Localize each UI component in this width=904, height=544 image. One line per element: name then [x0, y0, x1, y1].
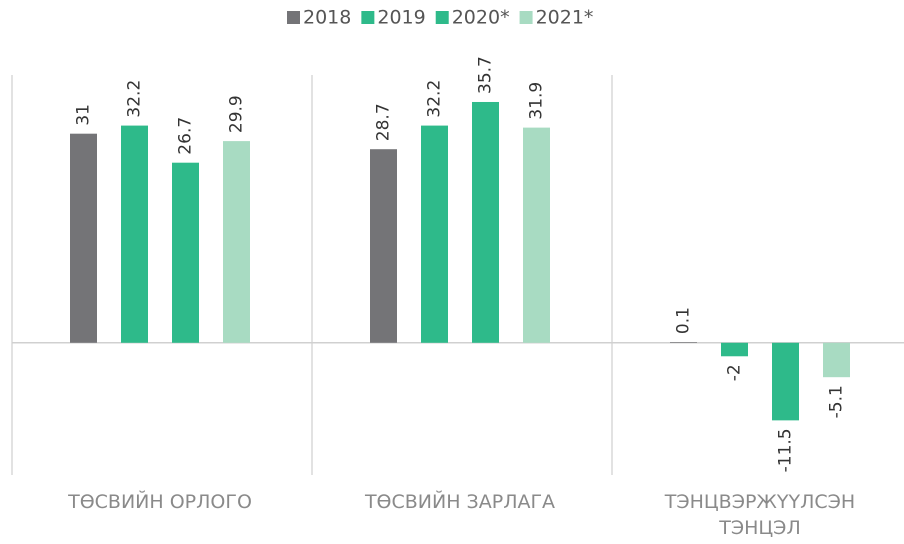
value-label: 35.7 [476, 56, 496, 94]
bar [823, 342, 850, 378]
bar [721, 342, 748, 357]
legend-swatch [435, 11, 449, 24]
bar [670, 342, 697, 343]
value-label: 29.9 [227, 95, 247, 133]
legend-swatch [287, 11, 300, 24]
bar [772, 342, 799, 421]
bar [70, 133, 97, 343]
x-tick-label: ТӨСВИЙН ОРЛОГО [68, 491, 252, 513]
x-tick-label: ТЭНЦВЭРЖҮҮЛСЭН ТЭНЦЭЛ [664, 491, 856, 539]
bar [121, 125, 148, 343]
legend-swatch [519, 11, 533, 24]
bar [472, 101, 499, 343]
legend-label: 2019 [377, 7, 425, 29]
bar [223, 141, 250, 343]
legend-label: 2020* [452, 7, 510, 29]
legend-label: 2021* [536, 7, 594, 29]
value-label: 32.2 [125, 80, 145, 118]
value-label: 28.7 [374, 103, 394, 141]
value-label: 31 [74, 104, 94, 126]
value-label: -2 [725, 364, 745, 381]
x-tick-label: ТӨСВИЙН ЗАРЛАГА [364, 491, 556, 513]
bar [523, 127, 550, 343]
value-label: 0.1 [674, 307, 694, 334]
value-label: -11.5 [776, 428, 796, 472]
bar [172, 162, 199, 343]
legend-label: 2018 [303, 7, 351, 29]
legend-swatch [361, 11, 375, 24]
value-label: 32.2 [425, 80, 445, 118]
value-label: 31.9 [527, 82, 547, 120]
bar [421, 125, 448, 343]
value-label: -5.1 [827, 385, 847, 418]
value-label: 26.7 [176, 117, 196, 155]
bar [370, 149, 397, 343]
